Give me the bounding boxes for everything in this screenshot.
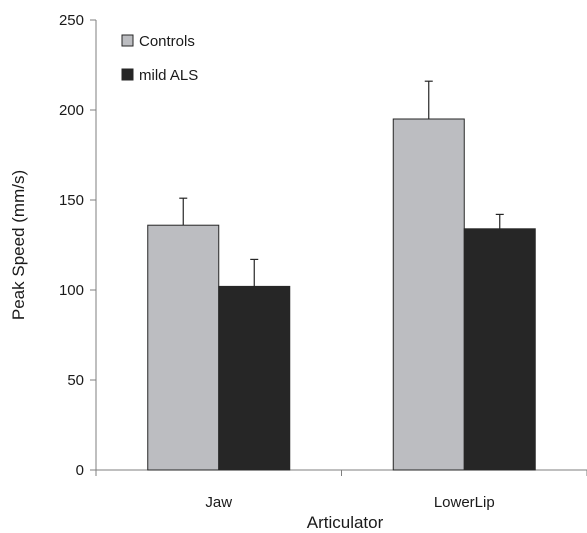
legend-swatch-mild-als: [121, 68, 134, 81]
legend-label-controls: Controls: [139, 33, 195, 50]
y-tick-label-150: 150: [59, 192, 84, 209]
bars: [147, 118, 536, 471]
legend: Controls mild ALS: [121, 33, 198, 84]
x-tick-label-lowerlip: LowerLip: [434, 494, 495, 511]
error-bars: [179, 80, 504, 287]
y-tick-label-50: 50: [67, 372, 84, 389]
bar-controls-jaw: [147, 224, 220, 471]
legend-swatch-controls: [121, 34, 134, 47]
bar-controls-lowerlip: [392, 118, 465, 471]
bar-mild-als-lowerlip: [463, 228, 536, 471]
y-tick-label-100: 100: [59, 282, 84, 299]
y-tick-label-200: 200: [59, 102, 84, 119]
y-tick-label-250: 250: [59, 12, 84, 29]
axes: 0 50 100 150 200 250 Jaw LowerLip: [59, 12, 587, 511]
x-tick-label-jaw: Jaw: [205, 494, 232, 511]
bar-mild-als-jaw: [218, 285, 291, 471]
y-tick-label-0: 0: [76, 462, 84, 479]
y-axis-title: Peak Speed (mm/s): [9, 170, 28, 320]
legend-label-mild-als: mild ALS: [139, 67, 198, 84]
x-axis-title: Articulator: [307, 513, 384, 532]
